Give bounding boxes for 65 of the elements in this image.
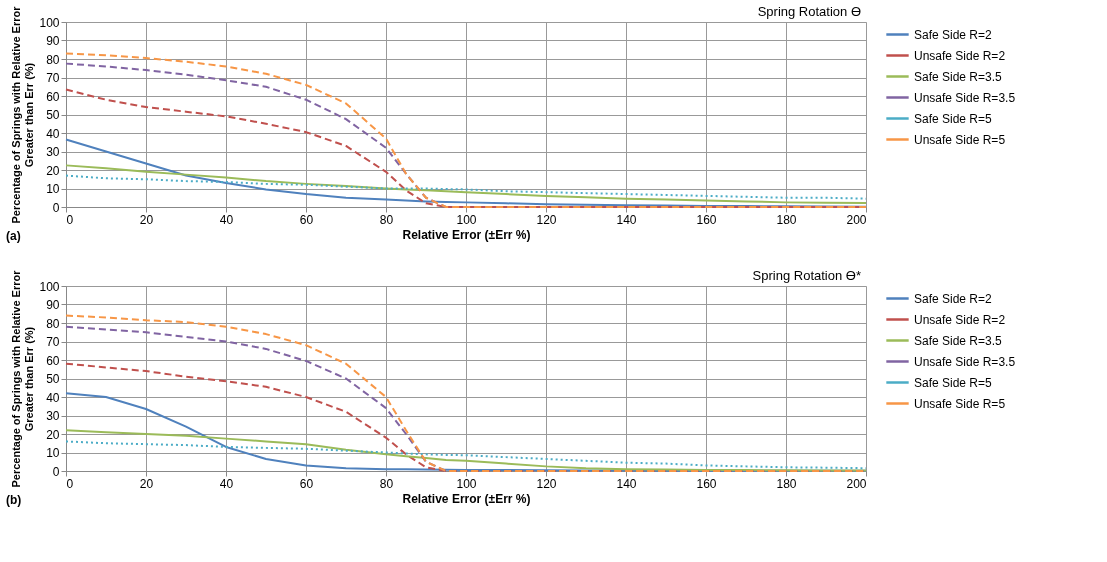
legend-label: Unsafe Side R=3.5 bbox=[914, 90, 1016, 105]
y-tick-label: 70 bbox=[46, 335, 60, 349]
x-tick-label: 120 bbox=[536, 476, 557, 491]
x-tick-label: 80 bbox=[379, 212, 394, 227]
x-tick-label: 160 bbox=[696, 476, 717, 491]
y-tick-label: 90 bbox=[46, 298, 60, 312]
x-tick-label: 40 bbox=[219, 476, 234, 491]
y-tick-label: 80 bbox=[46, 316, 60, 331]
x-tick-label: 0 bbox=[66, 476, 74, 491]
y-tick-label: 10 bbox=[46, 182, 60, 196]
legend-label: Unsafe Side R=2 bbox=[914, 48, 1006, 63]
y-tick-label: 20 bbox=[46, 427, 60, 442]
y-tick-label: 30 bbox=[46, 409, 60, 423]
y-tick-label: 90 bbox=[46, 34, 60, 48]
x-tick-label: 40 bbox=[219, 212, 234, 227]
text: (a) bbox=[6, 229, 21, 243]
x-tick-label: 120 bbox=[536, 212, 557, 227]
x-tick-label: 180 bbox=[776, 476, 797, 491]
x-tick-label: 160 bbox=[696, 212, 717, 227]
legend-label: Safe Side R=2 bbox=[914, 27, 993, 42]
legend-label: Unsafe Side R=5 bbox=[914, 132, 1006, 147]
legend-label: Safe Side R=5 bbox=[914, 375, 993, 390]
y-tick-label: 0 bbox=[52, 200, 60, 215]
x-tick-label: 140 bbox=[616, 212, 637, 227]
y-tick-label: 10 bbox=[46, 446, 60, 460]
x-tick-label: 20 bbox=[139, 476, 154, 491]
y-tick-label: 50 bbox=[46, 372, 60, 386]
x-tick-label: 140 bbox=[616, 476, 637, 491]
y-tick-label: 50 bbox=[46, 108, 60, 122]
x-tick-label: 60 bbox=[299, 476, 314, 491]
legend-label: Safe Side R=3.5 bbox=[914, 69, 1003, 84]
y-tick-label: 80 bbox=[46, 52, 60, 67]
y-tick-label: 60 bbox=[46, 89, 60, 104]
x-axis-title: Relative Error (±Err %) bbox=[402, 227, 531, 242]
x-tick-label: 0 bbox=[66, 212, 74, 227]
y-tick-label: 70 bbox=[46, 71, 60, 85]
text: (b) bbox=[6, 493, 22, 507]
y-tick-label: 60 bbox=[46, 353, 60, 368]
y-tick-label: 40 bbox=[46, 390, 60, 405]
y-tick-label: 30 bbox=[46, 145, 60, 159]
x-tick-label: 100 bbox=[456, 476, 477, 491]
x-tick-label: 200 bbox=[846, 212, 867, 227]
x-axis-title: Relative Error (±Err %) bbox=[402, 491, 531, 506]
chart-title: Spring Rotation ϴ bbox=[757, 4, 861, 19]
y-axis-title: Percentage of Springs with Relative Error Greater than Err (%) bbox=[10, 269, 36, 488]
legend-label: Safe Side R=2 bbox=[914, 291, 993, 306]
line-series bbox=[65, 164, 867, 204]
y-axis-title: Percentage of Springs with Relative Error Greater than Err (%) bbox=[10, 5, 36, 224]
y-tick-label: 0 bbox=[52, 464, 60, 479]
legend-label: Unsafe Side R=2 bbox=[914, 312, 1006, 327]
x-tick-label: 80 bbox=[379, 476, 394, 491]
legend-label: Safe Side R=3.5 bbox=[914, 333, 1003, 348]
legend-label: Unsafe Side R=5 bbox=[914, 396, 1006, 411]
y-tick-label: 40 bbox=[46, 126, 60, 141]
legend-label: Safe Side R=5 bbox=[914, 111, 993, 126]
x-tick-label: 20 bbox=[139, 212, 154, 227]
chart-title: Spring Rotation ϴ* bbox=[752, 268, 861, 283]
legend-label: Unsafe Side R=3.5 bbox=[914, 354, 1016, 369]
y-tick-label: 100 bbox=[39, 15, 60, 30]
x-tick-label: 200 bbox=[846, 476, 867, 491]
y-tick-label: 20 bbox=[46, 163, 60, 178]
x-tick-label: 180 bbox=[776, 212, 797, 227]
y-tick-label: 100 bbox=[39, 279, 60, 294]
x-tick-label: 100 bbox=[456, 212, 477, 227]
x-tick-label: 60 bbox=[299, 212, 314, 227]
